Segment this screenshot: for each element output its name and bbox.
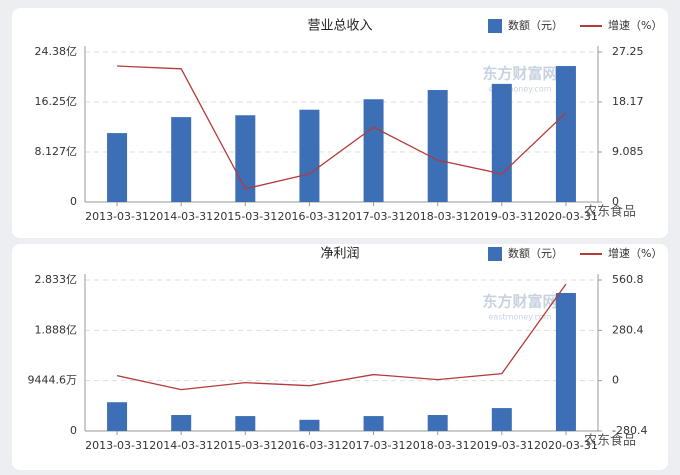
y2-tick-label: 560.8 [612,273,644,286]
bar [555,66,576,202]
y-tick-label: 1.888亿 [35,323,78,336]
y2-tick-label: -280.4 [612,424,647,437]
bar [363,99,384,202]
x-tick-label: 2016-03-31 [277,210,341,223]
legend-key [488,247,502,261]
chart-title: 净利润 [320,247,359,262]
x-tick-label: 2016-03-31 [277,439,341,452]
y-tick-label: 9444.6万 [28,374,78,387]
x-tick-label: 2020-03-31 [534,210,598,223]
y2-tick-label: 18.17 [612,95,644,108]
line [116,283,567,391]
bar [107,402,128,431]
wm-url: eastmoney.com [488,313,551,322]
x-tick-label: 2018-03-31 [406,439,470,452]
y-tick-label: 8.127亿 [35,145,78,158]
x-tick-label: 2014-03-31 [149,439,213,452]
bar [427,415,448,431]
bar [235,416,256,431]
legend-key [488,19,502,33]
bar [491,83,512,202]
x-tick-label: 2019-03-31 [470,210,534,223]
legend-label: 数额（元） [508,247,563,260]
x-tick-label: 2019-03-31 [470,439,534,452]
bar [491,408,512,431]
legend-label: 增速（%） [608,246,662,260]
credit: 农东食品 [584,433,636,449]
y-tick-label: 0 [70,424,77,437]
y-tick-label: 2.833亿 [35,273,78,286]
x-tick-label: 2018-03-31 [406,210,470,223]
legend-label: 数额（元） [508,19,563,32]
y2-tick-label: 0 [612,374,619,387]
line [117,65,567,190]
bar [171,117,192,202]
y2-tick-label: 9.085 [612,145,644,158]
x-tick-label: 2015-03-31 [213,439,277,452]
y-tick-label: 0 [70,195,77,208]
legend-label: 增速（%） [608,18,662,32]
x-tick-label: 2015-03-31 [213,210,277,223]
x-tick-label: 2013-03-31 [85,210,149,223]
bar [171,415,192,431]
bar [299,419,320,431]
x-tick-label: 2020-03-31 [534,439,598,452]
credit: 农东食品 [584,204,636,220]
bar [107,133,128,202]
bar [299,109,320,202]
x-tick-label: 2017-03-31 [342,439,406,452]
x-tick-label: 2017-03-31 [342,210,406,223]
bar [555,292,576,431]
y2-tick-label: 280.4 [612,323,644,336]
bar [427,90,448,202]
x-tick-label: 2014-03-31 [149,210,213,223]
wm: 东方财富网 [482,65,557,83]
y2-tick-label: 27.25 [612,45,644,58]
x-tick-label: 2013-03-31 [85,439,149,452]
wm: 东方财富网 [482,293,557,311]
y2-tick-label: 0 [612,195,619,208]
y-tick-label: 24.38亿 [35,45,78,58]
wm-url: eastmoney.com [488,85,551,94]
chart-title: 营业总收入 [307,19,372,34]
bar [363,416,384,431]
y-tick-label: 16.25亿 [35,95,78,108]
